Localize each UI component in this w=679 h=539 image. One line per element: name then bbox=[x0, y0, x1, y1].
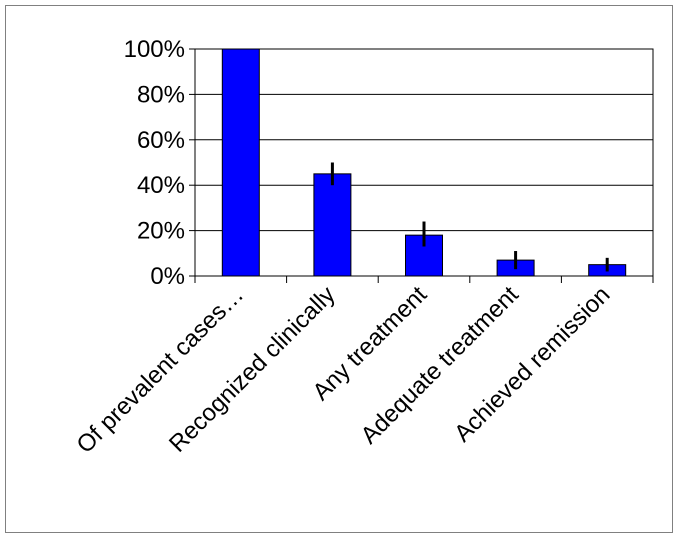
y-tick-label: 80% bbox=[137, 81, 185, 108]
y-tick-label: 0% bbox=[150, 263, 185, 290]
category-label-4: Achieved remission bbox=[449, 281, 615, 447]
category-label-3: Adequate treatment bbox=[356, 281, 524, 449]
y-tick-label: 40% bbox=[137, 172, 185, 199]
y-tick-label: 60% bbox=[137, 127, 185, 154]
category-label-0: Of prevalent cases… bbox=[71, 281, 249, 459]
y-tick-label: 100% bbox=[124, 36, 185, 63]
category-label-1: Recognized clinically bbox=[164, 281, 341, 458]
y-tick-label: 20% bbox=[137, 218, 185, 245]
bar-0 bbox=[221, 48, 260, 277]
bar-1 bbox=[313, 173, 352, 277]
